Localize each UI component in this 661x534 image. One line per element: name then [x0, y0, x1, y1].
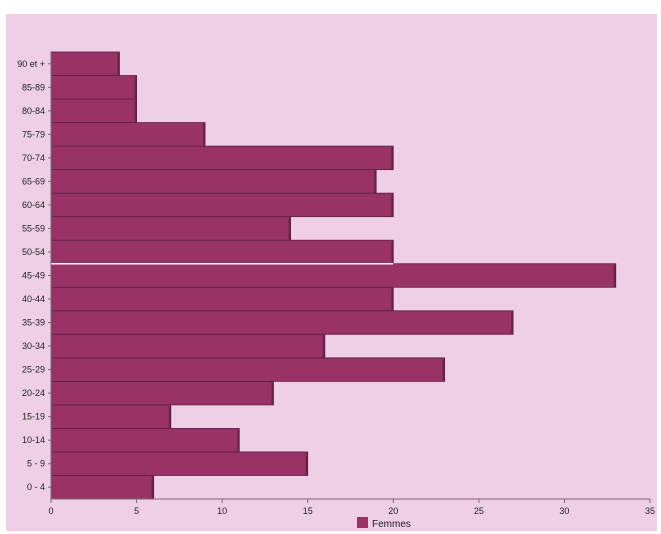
y-tick-label: 45-49 [22, 271, 45, 281]
x-axis: 0 5 10 15 20 25 30 35 [48, 52, 655, 516]
bar-20-24 [50, 380, 274, 406]
bar-edge-shade [237, 429, 240, 452]
bar-edge-shade [613, 264, 616, 288]
x-tick-label: 20 [388, 506, 398, 516]
bar-75-79 [50, 122, 206, 147]
x-tick-label: 35 [645, 506, 655, 516]
y-tick-label: 50-54 [22, 247, 45, 257]
bar-40-44 [50, 286, 394, 312]
chart-panel: 0 - 4 5 - 9 10-14 15-19 20-24 25-29 30-34 35-39… [6, 14, 657, 531]
legend: Femmes [357, 517, 411, 530]
legend-label-femmes: Femmes [372, 519, 411, 530]
y-tick-label: 85-89 [22, 82, 45, 92]
y-tick-label: 70-74 [22, 153, 45, 163]
bar-35-39 [50, 310, 514, 335]
bar-60-64 [50, 192, 394, 218]
population-chart: 0 - 4 5 - 9 10-14 15-19 20-24 25-29 30-34 35-39… [17, 51, 655, 530]
bar-edge-shade [134, 76, 137, 100]
bar-0-4 [50, 475, 155, 500]
bar-15-19 [50, 404, 172, 429]
bar-85-89 [50, 75, 137, 100]
bar-edge-shade [511, 311, 514, 335]
bar-30-34 [50, 333, 326, 359]
y-tick-label: 0 - 4 [27, 482, 45, 492]
bar-edge-shade [391, 288, 394, 311]
bar-80-84 [50, 98, 137, 123]
x-tick-label: 30 [559, 506, 569, 516]
bar-edge-shade [442, 358, 445, 382]
bar-edge-shade [134, 100, 137, 123]
y-tick-label: 30-34 [22, 341, 45, 351]
y-tick-label: 10-14 [22, 435, 45, 445]
x-tick-label: 10 [217, 506, 227, 516]
y-tick-label: 75-79 [22, 129, 45, 139]
bar-edge-shade [374, 170, 377, 194]
bar-edge-shade [168, 405, 171, 429]
y-tick-label: 55-59 [22, 223, 45, 233]
y-tick-label: 40-44 [22, 294, 45, 304]
y-axis-labels: 0 - 4 5 - 9 10-14 15-19 20-24 25-29 30-34 35-39… [17, 59, 51, 492]
x-tick-label: 0 [48, 506, 53, 516]
x-tick-label: 15 [303, 506, 313, 516]
y-tick-label: 60-64 [22, 200, 45, 210]
bars-group [50, 51, 617, 500]
y-tick-label: 25-29 [22, 365, 45, 375]
bar-50-54 [50, 239, 394, 265]
y-tick-label: 65-69 [22, 176, 45, 186]
y-tick-label: 80-84 [22, 106, 45, 116]
bar-90-et- [50, 51, 120, 76]
bar-edge-shade [391, 194, 394, 217]
bar-edge-shade [151, 476, 154, 499]
bar-edge-shade [305, 452, 308, 476]
bar-edge-shade [271, 382, 274, 405]
bar-edge-shade [391, 147, 394, 170]
bar-edge-shade [117, 53, 120, 76]
bar-edge-shade [391, 241, 394, 264]
bar-45-49 [50, 263, 617, 288]
y-tick-label: 15-19 [22, 412, 45, 422]
bar-70-74 [50, 145, 394, 171]
bar-edge-shade [288, 217, 291, 241]
y-tick-label: 90 et + [17, 59, 45, 69]
bar-10-14 [50, 428, 240, 453]
bar-65-69 [50, 169, 377, 194]
bar-5-9 [50, 451, 309, 476]
y-tick-label: 35-39 [22, 318, 45, 328]
x-tick-label: 25 [474, 506, 484, 516]
legend-swatch-femmes [357, 517, 368, 528]
bar-edge-shade [322, 335, 325, 358]
bar-25-29 [50, 357, 446, 382]
y-tick-label: 5 - 9 [27, 459, 45, 469]
x-tick-label: 5 [134, 506, 139, 516]
bar-edge-shade [203, 123, 206, 147]
y-tick-label: 20-24 [22, 388, 45, 398]
bar-55-59 [50, 216, 292, 241]
